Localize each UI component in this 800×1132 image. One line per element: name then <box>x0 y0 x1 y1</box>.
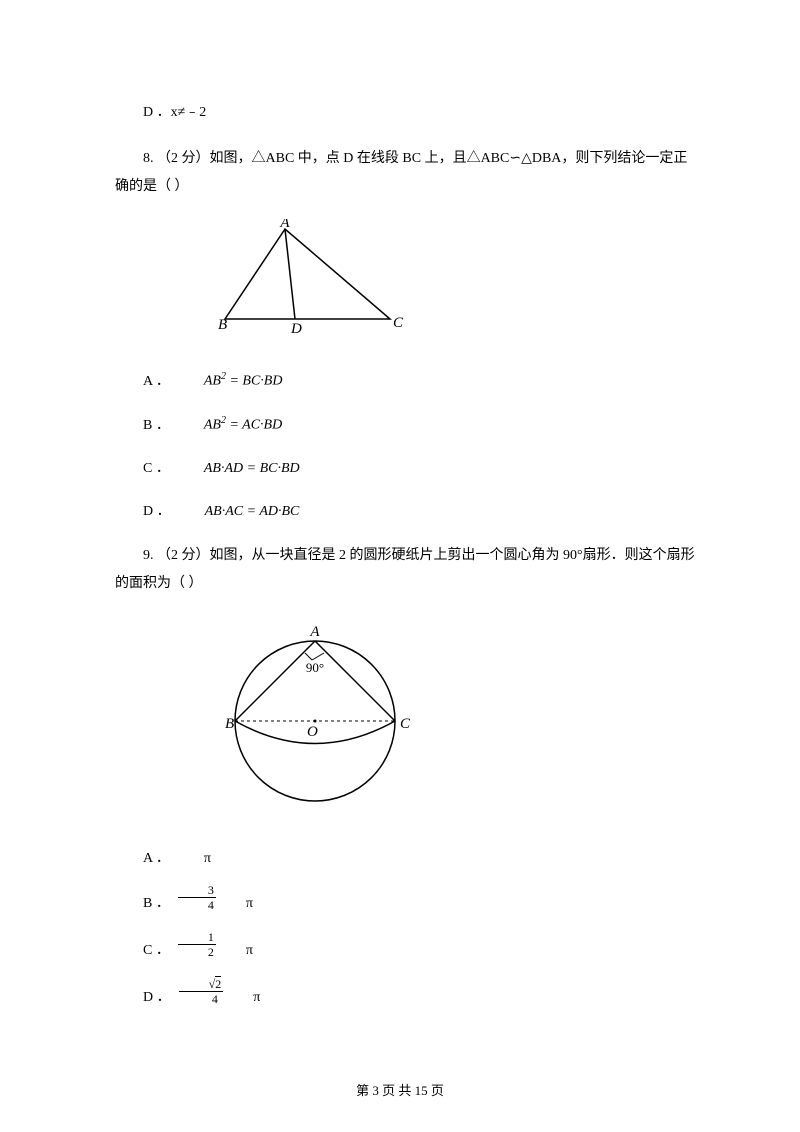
svg-text:A: A <box>309 624 320 640</box>
page-footer: 第 3 页 共 15 页 <box>0 1079 800 1102</box>
svg-text:O: O <box>307 724 318 740</box>
q9-option-b: B ． 34 π <box>115 889 700 918</box>
svg-text:D: D <box>290 321 302 337</box>
q9-option-a: A ． π <box>115 846 700 871</box>
q8-option-b: B ． AB2 = AC·BD <box>115 412 700 438</box>
q9-figure: A B C O 90° <box>215 616 700 825</box>
q9-text: 9. （2 分）如图，从一块直径是 2 的圆形硬纸片上剪出一个圆心角为 90°扇… <box>115 542 700 598</box>
q8-figure: A B D C <box>215 219 700 348</box>
svg-text:C: C <box>400 716 411 732</box>
q7-option-d: D ．x≠﹣2 <box>115 100 700 125</box>
svg-text:B: B <box>225 716 234 732</box>
q8-option-c: C ． AB·AD = BC·BD <box>115 456 700 481</box>
svg-text:A: A <box>279 219 290 231</box>
svg-text:B: B <box>218 317 227 333</box>
q9-option-d: D ． √24 π <box>115 983 700 1012</box>
q8-option-a: A ． AB2 = BC·BD <box>115 368 700 394</box>
svg-text:90°: 90° <box>306 660 324 675</box>
q8-option-d: D ． AB·AC = AD·BC <box>115 499 700 524</box>
q8-text: 8. （2 分）如图，△ABC 中，点 D 在线段 BC 上，且△ABC∽△DB… <box>115 145 700 201</box>
svg-text:C: C <box>393 315 404 331</box>
q9-option-c: C ． 12 π <box>115 936 700 965</box>
